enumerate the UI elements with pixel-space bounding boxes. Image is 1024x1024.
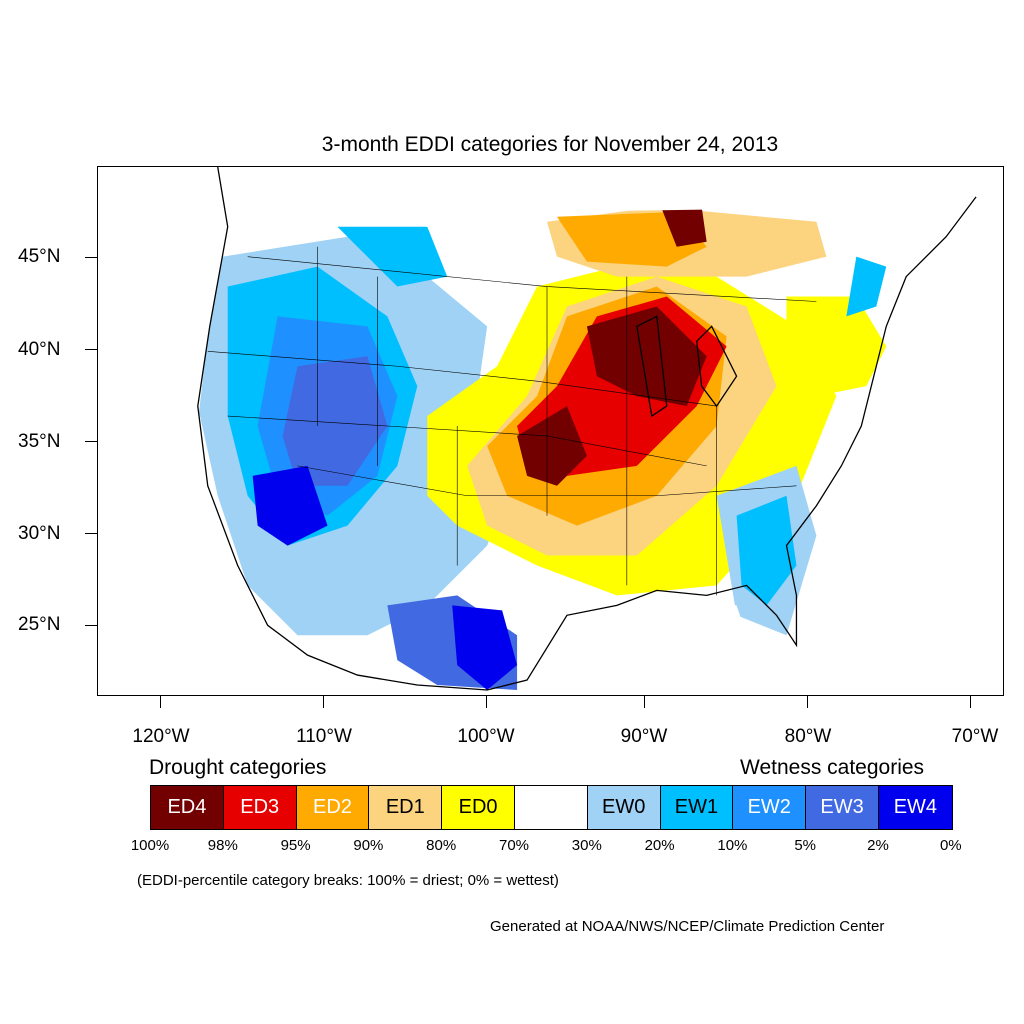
percentile-label: 70% [498,837,530,854]
lon-label-70w: 70°W [951,726,999,747]
percentile-label: 10% [717,837,748,854]
category-legend: ED4 ED3 ED2 ED1 ED0 EW0 EW1 EW2 EW3 EW4 [150,785,953,830]
lat-label-40: 40°N [18,339,61,360]
legend-swatch-ed3: ED3 [223,786,297,829]
lat-label-35: 35°N [18,431,61,452]
legend-swatch-ed1: ED1 [369,786,443,829]
canada-north-blank [207,167,897,227]
legend-swatch-ed4: ED4 [151,786,224,829]
lon-tick [323,696,324,708]
percentile-label: 90% [353,837,384,854]
ew4-region-texas [452,605,518,691]
lon-label-100w: 100°W [457,726,515,747]
percentile-label: 100% [130,837,170,854]
ew1-region-montana [337,226,448,287]
lat-tick [85,533,97,534]
ew4-region-southwest [252,465,328,546]
state-boundaries [207,246,817,596]
coastlines [197,167,977,691]
legend-swatch-ew3: EW3 [806,786,879,829]
percentile-label: 80% [426,837,457,854]
ew3-region-west [282,356,388,486]
percentile-label: 95% [280,837,311,854]
lon-label-90w: 90°W [620,726,668,747]
percentile-label: 98% [207,837,238,854]
lon-tick [807,696,808,708]
legend-swatch-ed2: ED2 [296,786,370,829]
lat-tick [85,257,97,258]
ed4-region-midwest [517,406,587,486]
legend-swatch-ed0: ED0 [442,786,515,829]
ew1-region-southeast [736,495,797,606]
eddi-map [98,167,1003,695]
ed0-region-northeast [786,296,887,397]
legend-swatch-neutral [514,786,588,829]
map-title: 3-month EDDI categories for November 24,… [321,133,779,156]
legend-swatch-ew0: EW0 [587,786,661,829]
ocean-gulf [527,595,767,695]
lat-label-25: 25°N [18,614,61,635]
percentile-label: 5% [794,837,817,854]
map-frame [97,166,1004,696]
ocean-atlantic [796,226,1003,695]
percentile-label: 2% [867,837,889,854]
lon-label-110w: 110°W [296,726,352,747]
percentile-label: 20% [644,837,675,854]
lon-tick [160,696,161,708]
legend-swatch-ew4: EW4 [878,786,952,829]
lon-tick [970,696,971,708]
lat-tick [85,349,97,350]
ed4-region-canada [661,206,707,247]
lon-label-120w: 120°W [132,726,190,747]
legend-swatch-ew1: EW1 [660,786,734,829]
percentile-label: 30% [571,837,602,854]
wetness-categories-heading: Wetness categories [740,756,925,779]
ocean-pacific [98,167,258,695]
credit-line: Generated at NOAA/NWS/NCEP/Climate Predi… [490,918,885,935]
ew1-region-maine [846,256,887,317]
ed4-region-greatlakes [586,306,707,407]
lon-tick [644,696,645,708]
lat-tick [85,441,97,442]
lat-label-45: 45°N [18,246,61,267]
lon-tick [486,696,487,708]
drought-categories-heading: Drought categories [149,756,327,779]
lat-tick [85,625,97,626]
legend-swatch-ew2: EW2 [733,786,807,829]
lon-label-80w: 80°W [784,726,832,747]
percentile-label: 0% [939,837,962,854]
lat-label-30: 30°N [18,523,61,544]
category-breaks-note: (EDDI-percentile category breaks: 100% =… [137,872,559,889]
